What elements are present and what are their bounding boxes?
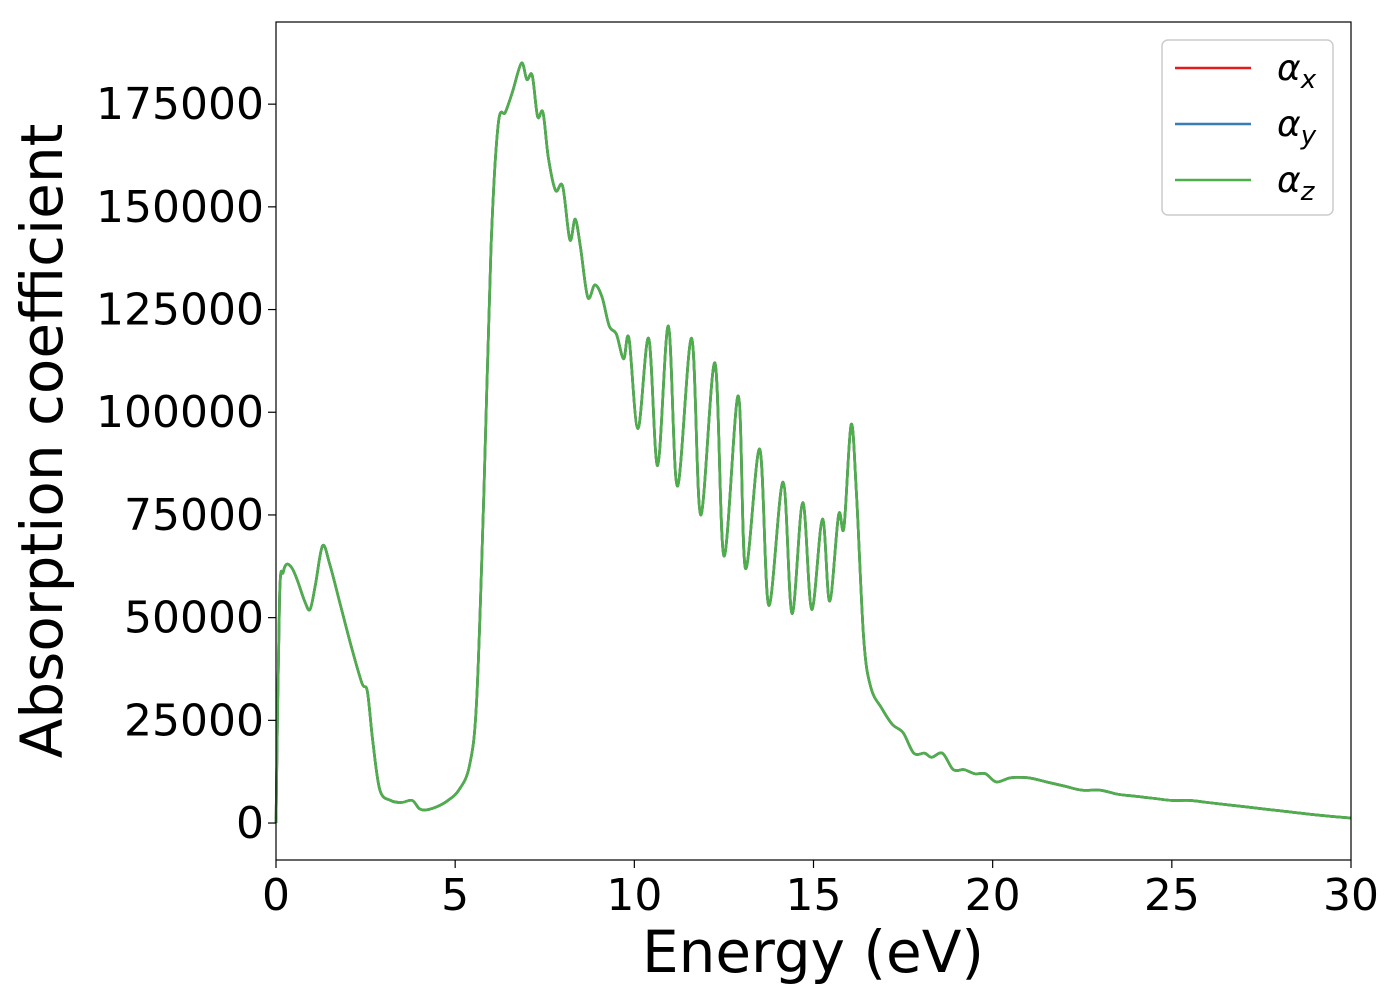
x-tick-label: 10: [606, 870, 662, 921]
y-tick-label: 150000: [96, 182, 264, 233]
y-tick-label: 100000: [96, 387, 264, 438]
series-layer: [274, 61, 1352, 824]
x-axis: 0 5 10 15 20 25 30: [262, 860, 1379, 921]
y-tick-label: 25000: [124, 695, 264, 746]
legend-box: [1161, 39, 1334, 216]
y-tick-label: 0: [236, 798, 264, 849]
x-tick-label: 25: [1144, 870, 1200, 921]
x-tick-label: 20: [965, 870, 1021, 921]
y-tick-label: 50000: [124, 593, 264, 644]
y-tick-label: 75000: [124, 490, 264, 541]
y-tick-label: 125000: [96, 285, 264, 336]
x-tick-label: 30: [1323, 870, 1379, 921]
x-tick-label: 15: [786, 870, 842, 921]
series-line-3: [274, 61, 1352, 824]
y-tick-label: 175000: [96, 79, 264, 130]
legend-label: αy: [1277, 104, 1317, 151]
y-axis-label: Absorption coefficient: [8, 124, 76, 759]
y-axis: 0 25000 50000 75000 100000 125000 150000 175000: [96, 79, 276, 849]
x-axis-label: Energy (eV): [642, 918, 984, 986]
x-tick-label: 5: [441, 870, 469, 921]
x-tick-label: 0: [262, 870, 290, 921]
